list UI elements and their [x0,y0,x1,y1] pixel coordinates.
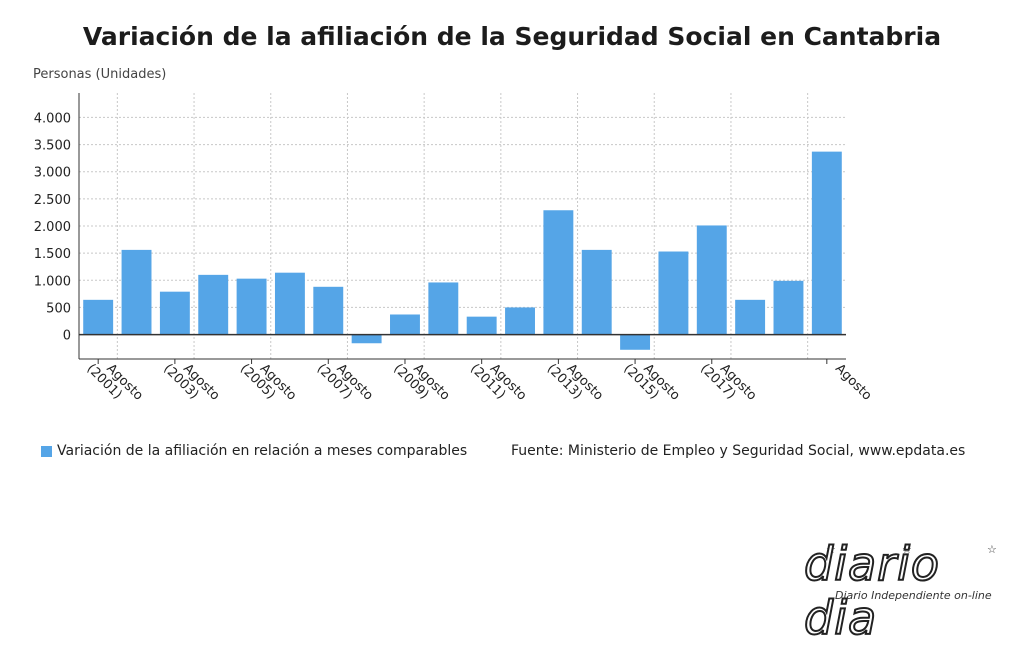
bar [236,278,267,335]
x-tick-label: Agosto(2017) [697,351,759,413]
x-tick-label: Agosto(2009) [390,351,452,413]
x-tick-label: Agosto(2011) [467,351,529,413]
y-tick-label: 0 [63,329,71,344]
bar [159,291,190,335]
source-note: Fuente: Ministerio de Empleo y Seguridad… [511,443,966,459]
bar [773,280,804,335]
bar [466,316,497,335]
star-icon: ☆ [987,543,997,556]
bar [121,249,152,335]
grid [79,93,846,359]
y-tick-label: 500 [46,301,71,316]
bar [658,251,689,335]
bar [543,210,574,335]
x-tick-label: Agosto [832,361,874,403]
bar [351,334,382,344]
x-tick-label: Agosto(2001) [84,351,146,413]
diario-dia-logo: ☆ ☆ ☆ diario dia Diario Independiente on… [798,535,1024,645]
y-tick-label: 2.000 [34,220,71,235]
legend: Variación de la afiliación en relación a… [41,443,467,459]
bar [505,307,535,335]
y-tick-label: 1.500 [34,247,71,262]
bar [735,299,766,335]
x-tick-label: Agosto(2005) [237,351,299,413]
star-icon: ☆ [826,543,836,556]
x-tick-label: Agosto(2003) [160,351,222,413]
bar [313,286,344,335]
x-tick-label: Agosto(2013) [544,351,606,413]
bar [390,314,420,335]
star-icon: ☆ [902,543,912,556]
y-tick-label: 3.000 [34,166,71,181]
y-tick-label: 3.500 [34,139,71,154]
bar [581,249,612,335]
bar [83,299,114,335]
bar [428,282,459,335]
axes [78,93,846,364]
chart-title: Variación de la afiliación de la Segurid… [82,22,942,51]
bar [198,274,229,335]
bar [274,272,305,335]
y-axis-label: Personas (Unidades) [33,67,167,82]
x-tick-label: Agosto(2015) [620,351,682,413]
y-tick-label: 1.000 [34,274,71,289]
y-tick-label: 4.000 [34,111,71,126]
logo-tagline: Diario Independiente on-line [835,589,992,602]
legend-swatch [41,445,52,457]
bars [83,151,842,350]
x-tick-label: Agosto(2007) [314,351,376,413]
bar [811,151,842,335]
bar [620,334,651,350]
y-tick-label: 2.500 [34,193,71,208]
bar-chart: 0 500 1.000 1.500 2.000 2.500 3.000 3.500 4.000 A… [34,93,875,413]
bar [696,225,727,335]
legend-label: Variación de la afiliación en relación a… [57,443,468,459]
x-tick-label-line: Agosto [832,361,874,403]
tick-labels: 0 500 1.000 1.500 2.000 2.500 3.000 3.500 4.000 A… [34,111,875,413]
